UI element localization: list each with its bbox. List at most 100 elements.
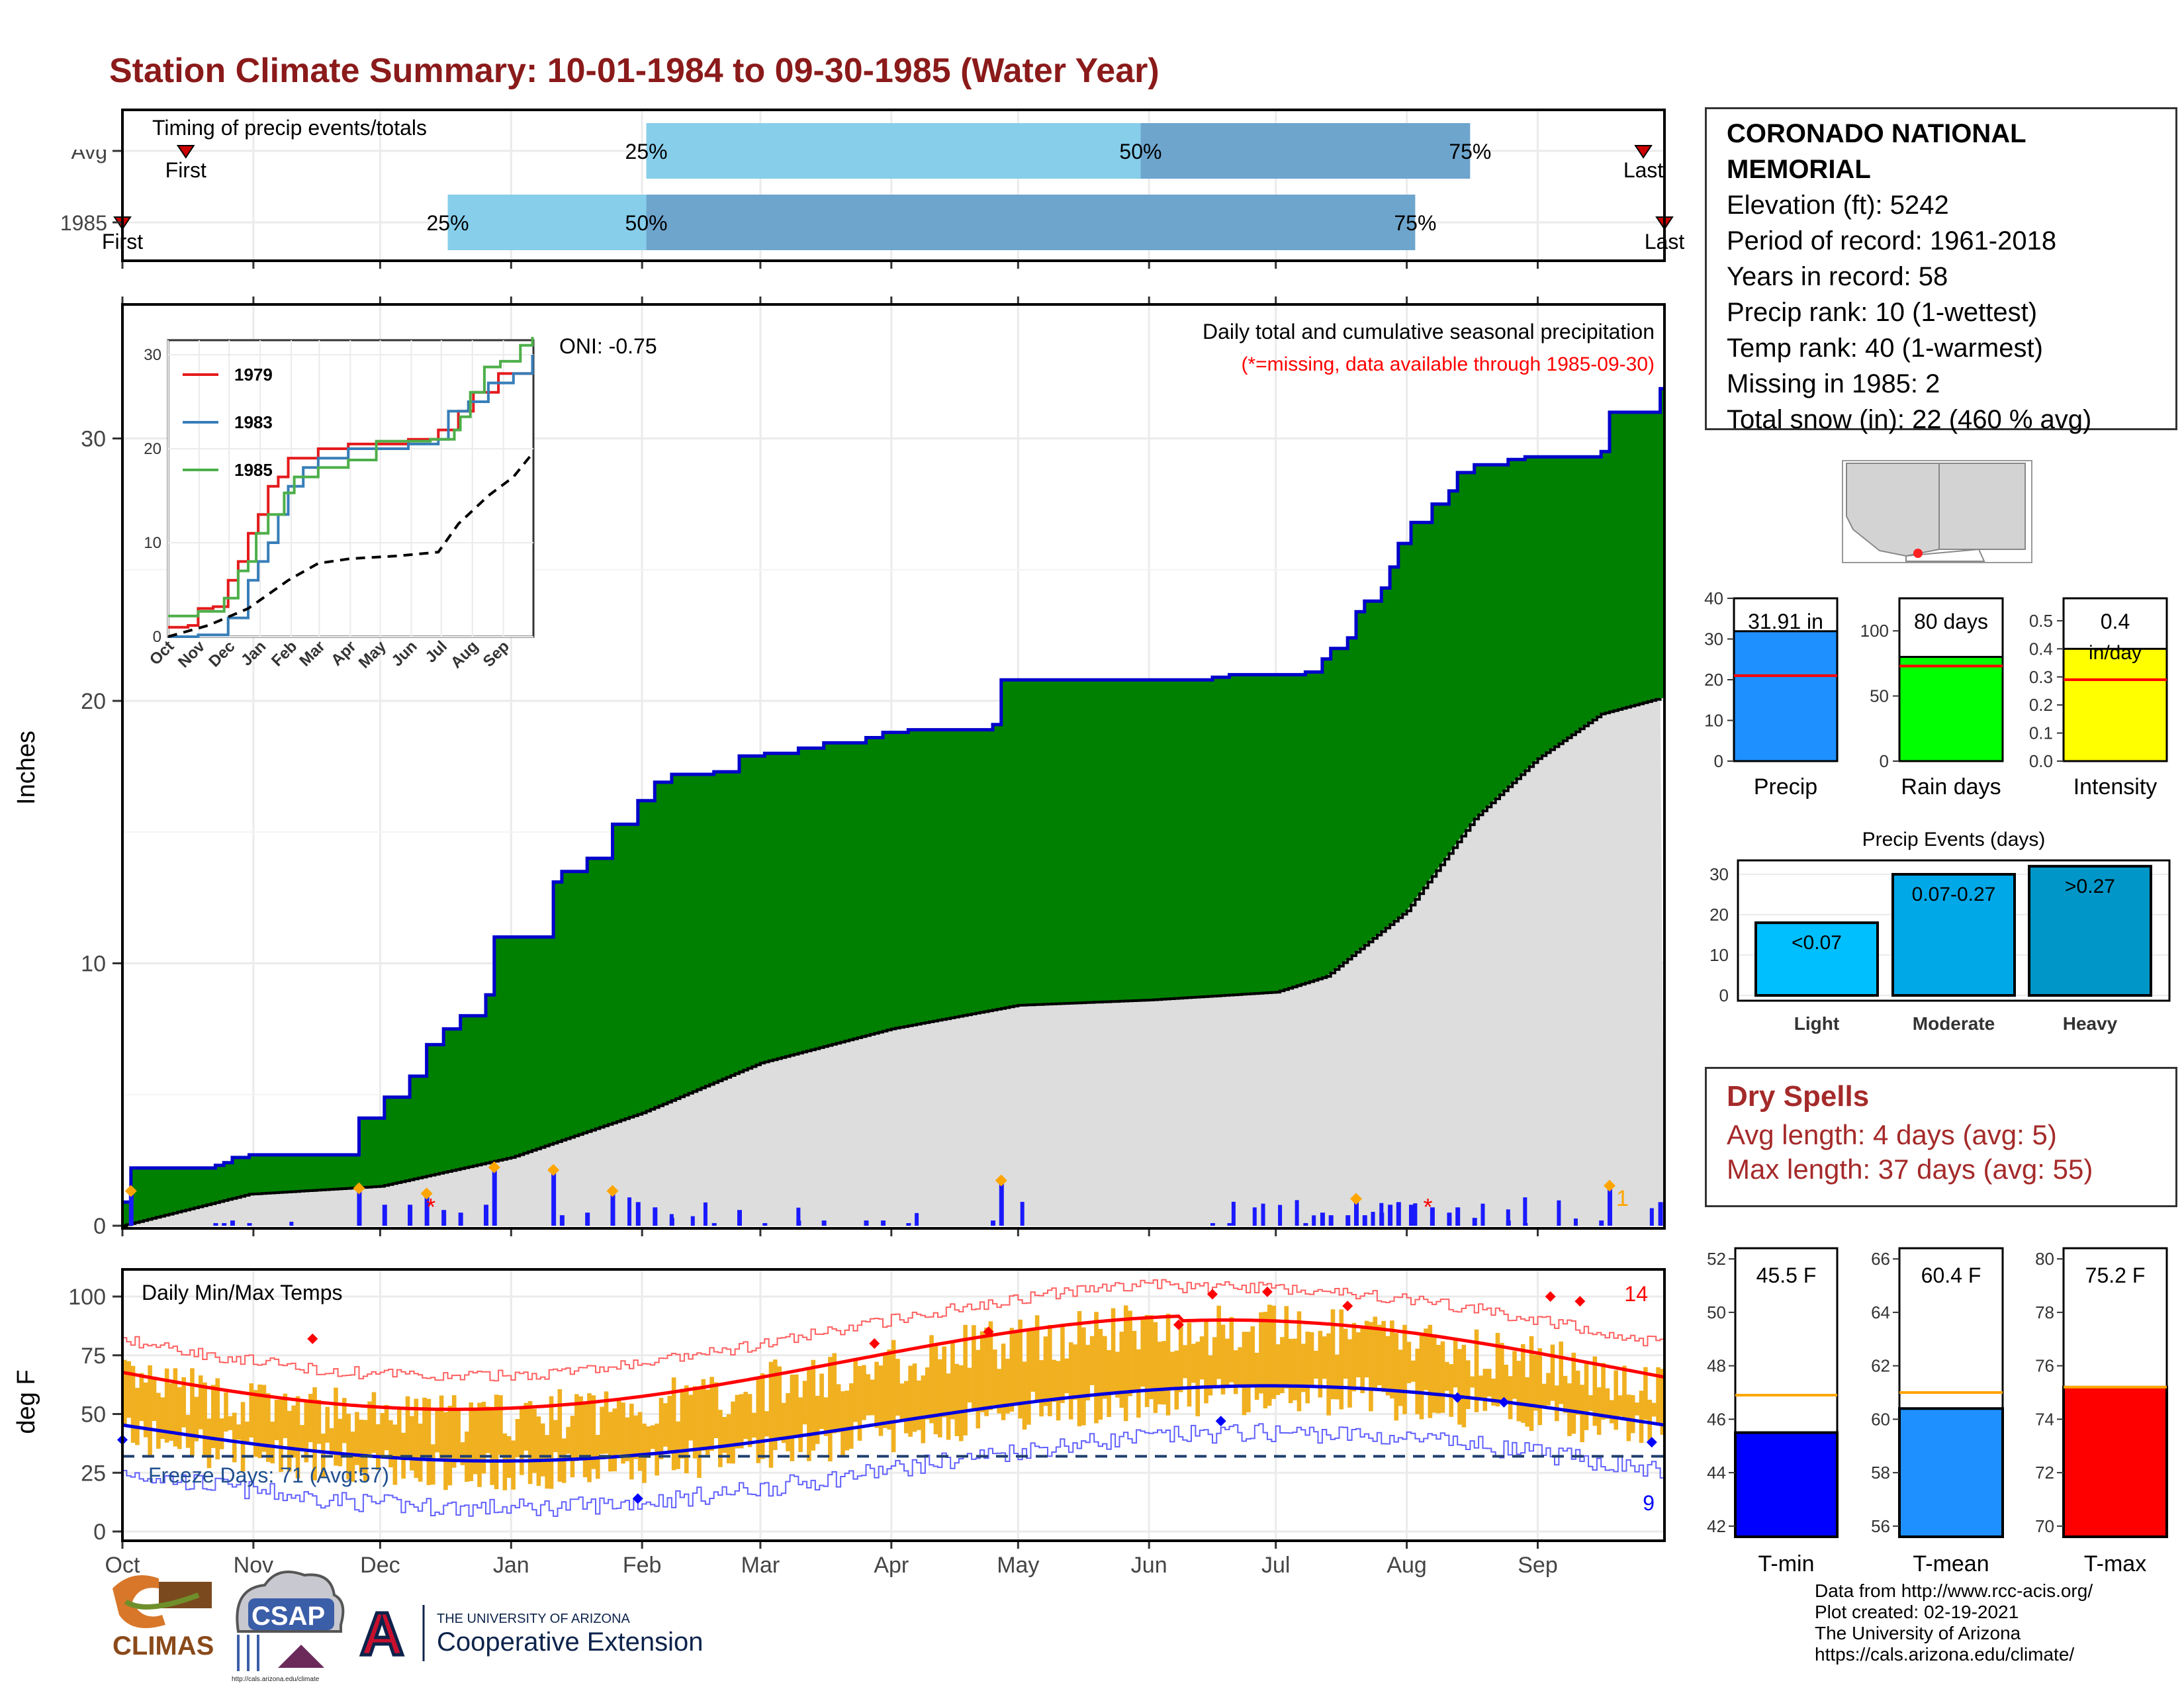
daily-temp-bar	[1461, 1344, 1467, 1428]
daily-temp-bar	[1516, 1361, 1522, 1422]
daily-precip-bar	[585, 1212, 590, 1226]
daily-temp-bar	[1500, 1342, 1504, 1404]
daily-temp-bar	[520, 1406, 524, 1475]
daily-temp-bar	[164, 1368, 169, 1443]
temp-ytick-label: 46	[1707, 1409, 1726, 1429]
event-value-label: >0.27	[2065, 876, 2115, 897]
daily-temp-bar	[701, 1379, 706, 1451]
daily-temp-bar	[1157, 1342, 1162, 1404]
daily-temp-bar	[587, 1393, 592, 1483]
heavy-precip-marker	[420, 1187, 433, 1200]
daily-temp-bar	[363, 1420, 368, 1483]
daily-temp-bar	[1073, 1344, 1077, 1400]
temp-ytick-label: 80	[2035, 1249, 2054, 1269]
daily-temp-bar	[341, 1398, 347, 1443]
daily-temp-bar	[1486, 1369, 1492, 1397]
daily-temp-bar	[1195, 1342, 1201, 1416]
month-label: Aug	[1387, 1553, 1427, 1578]
daily-temp-bar	[633, 1415, 639, 1459]
inset-ytick-label: 0	[153, 628, 161, 646]
daily-temp-bar	[1238, 1347, 1242, 1386]
daily-temp-bar	[206, 1418, 212, 1469]
daily-temp-bar	[1432, 1334, 1437, 1413]
daily-temp-bar	[1233, 1350, 1238, 1394]
daily-temp-bar	[376, 1424, 381, 1470]
logos: CLIMAS CSAP http://cals.arizona.edu/clim…	[113, 1571, 703, 1683]
footer-line-2: Plot created: 02-19-2021	[1815, 1602, 2019, 1622]
daily-temp-bar	[1043, 1336, 1048, 1406]
daily-temp-bar	[300, 1425, 304, 1450]
daily-temp-bar	[1482, 1369, 1488, 1411]
daily-temp-bar	[629, 1403, 634, 1480]
daily-temp-bar	[1001, 1344, 1006, 1420]
daily-temp-bar	[828, 1357, 833, 1462]
temps-label: Daily Min/Max Temps	[142, 1281, 342, 1304]
daily-temp-bar	[287, 1410, 292, 1472]
daily-precip-bar	[382, 1205, 387, 1226]
temp-ytick-label: 62	[1871, 1356, 1890, 1376]
daily-temp-bar	[1343, 1328, 1348, 1379]
temp-value-label: 60.4 F	[1921, 1263, 1981, 1287]
daily-precip-bar	[991, 1220, 996, 1226]
daily-temp-bar	[1314, 1350, 1318, 1379]
daily-temp-bar	[933, 1344, 938, 1435]
event-value-label: 0.07-0.27	[1912, 884, 1996, 905]
daily-temp-bar	[993, 1349, 997, 1406]
daily-precip-bar	[627, 1197, 632, 1226]
daily-temp-bar	[887, 1349, 892, 1430]
daily-temp-bar	[1305, 1331, 1310, 1404]
daily-temp-bar	[1369, 1322, 1373, 1412]
daily-precip-bar	[1328, 1215, 1334, 1226]
daily-temp-bar	[591, 1395, 596, 1469]
heavy-precip-marker	[995, 1174, 1007, 1187]
daily-temp-bar	[680, 1389, 685, 1459]
daily-temp-bar	[637, 1412, 643, 1471]
record-high-marker	[307, 1333, 318, 1344]
temp-ytick-label: 66	[1871, 1249, 1890, 1269]
daily-temp-bar	[1089, 1336, 1095, 1385]
event-bar	[1891, 873, 2016, 997]
daily-temp-bar	[1596, 1387, 1602, 1435]
daily-temp-bar	[1056, 1361, 1061, 1421]
event-category-label: Heavy	[2063, 1013, 2118, 1034]
daily-temp-bar	[671, 1377, 676, 1471]
daily-temp-bar	[173, 1368, 178, 1447]
daily-temp-bar	[135, 1387, 140, 1445]
daily-temp-bar	[967, 1367, 972, 1403]
daily-temp-bar	[253, 1390, 258, 1457]
daily-temp-bar	[1085, 1345, 1091, 1400]
daily-temp-bar	[1094, 1312, 1099, 1424]
daily-temp-bar	[1242, 1332, 1247, 1416]
daily-temp-bar	[972, 1325, 976, 1412]
heavy-precip-marker	[1604, 1179, 1616, 1192]
daily-temp-bar	[1550, 1344, 1555, 1401]
daily-temp-bar	[1347, 1339, 1352, 1408]
daily-temp-bar	[942, 1346, 947, 1418]
daily-temp-bar	[1529, 1336, 1534, 1432]
daily-temp-bar	[1254, 1352, 1259, 1400]
daily-temp-bar	[929, 1335, 934, 1424]
daily-temp-bar	[1537, 1348, 1543, 1426]
daily-temp-bar	[582, 1402, 588, 1477]
daily-temp-bar	[1445, 1361, 1449, 1391]
daily-temp-bar	[410, 1416, 414, 1471]
daily-precip-bar	[483, 1205, 488, 1226]
summary-bar-label: Rain days	[1901, 774, 2001, 800]
daily-precip-bar	[1345, 1215, 1351, 1226]
daily-temp-bar	[160, 1397, 165, 1440]
daily-temp-bar	[1453, 1338, 1458, 1388]
summary-ytick-label: 0	[1880, 751, 1889, 771]
temp-ytick-label: 60	[1871, 1409, 1890, 1429]
dry-spells-avg: Avg length: 4 days (avg: 5)	[1727, 1119, 2057, 1150]
summary-ytick-label: 0.2	[2029, 695, 2053, 715]
daily-temp-bar	[1630, 1394, 1635, 1434]
month-label: Sep	[1518, 1553, 1558, 1578]
daily-temp-bar	[1626, 1394, 1631, 1441]
daily-temp-bar	[122, 1359, 127, 1427]
daily-temp-bar	[266, 1393, 271, 1462]
timing-p75-label: 75%	[1394, 211, 1436, 235]
daily-temp-bar	[1364, 1320, 1369, 1378]
daily-temp-bar	[185, 1414, 191, 1448]
daily-precip-bar	[1649, 1208, 1654, 1226]
